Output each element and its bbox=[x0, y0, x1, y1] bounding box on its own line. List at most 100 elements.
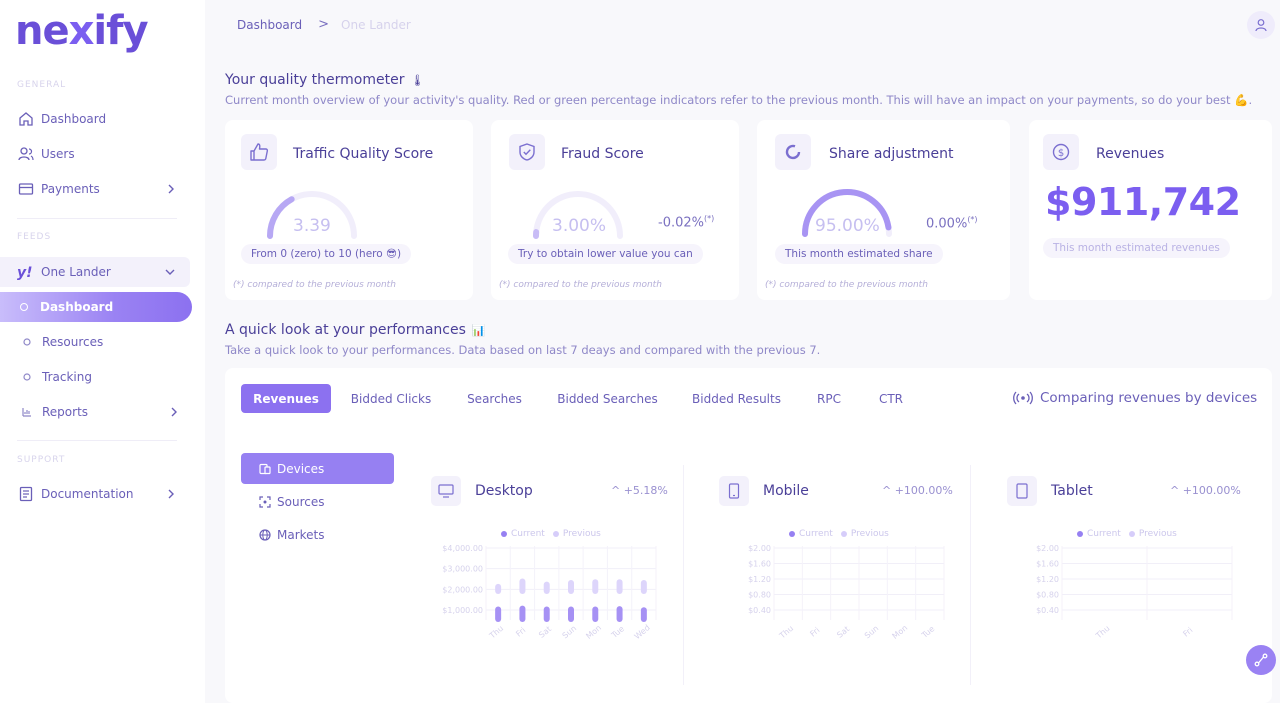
x-tick-label: Sun bbox=[561, 624, 578, 641]
fraud-delta-value: -0.02% bbox=[658, 215, 704, 231]
tablet-revenue-chart: $2.00 $1.60 $1.20 $0.80 $0.40 Thu Fri bbox=[1036, 544, 1233, 641]
quality-subtitle: Current month overview of your activity'… bbox=[225, 93, 1253, 107]
device-change-value: +100.00% bbox=[894, 484, 953, 497]
tab-rpc[interactable]: RPC bbox=[817, 391, 841, 406]
bar-previous bbox=[568, 580, 574, 594]
user-menu-button[interactable] bbox=[1247, 11, 1275, 39]
mobile-revenue-chart: $2.00 $1.60 $1.20 $0.80 $0.40 Thu Fri Sat Sun Mon… bbox=[748, 544, 945, 641]
fraud-score-value: 3.00% bbox=[552, 216, 607, 236]
breadcrumb-root[interactable]: Dashboard bbox=[237, 17, 303, 32]
x-tick-label: Sat bbox=[835, 624, 851, 639]
share-delta-sup: (*) bbox=[967, 215, 978, 224]
bar-previous bbox=[543, 581, 550, 594]
device-name: Tablet bbox=[1051, 483, 1093, 499]
section-feeds-title: FEEDS bbox=[17, 232, 52, 242]
side-tab-sources[interactable]: Sources bbox=[241, 486, 394, 517]
tab-bidded-results[interactable]: Bidded Results bbox=[692, 391, 781, 406]
sidebar-item-payments[interactable]: Payments bbox=[17, 177, 187, 201]
legend-previous: Previous bbox=[1138, 529, 1177, 539]
refresh-icon bbox=[775, 134, 811, 170]
card-title: Revenues bbox=[1096, 146, 1165, 162]
x-tick-label: Fri bbox=[808, 626, 821, 639]
card-title: Traffic Quality Score bbox=[293, 146, 434, 162]
sidebar-subitem-label: Tracking bbox=[42, 370, 92, 384]
tab-ctr[interactable]: CTR bbox=[878, 391, 904, 406]
x-tick-label: Mon bbox=[891, 623, 910, 641]
performance-title: A quick look at your performances 📊 bbox=[225, 322, 486, 338]
sidebar-item-one-lander[interactable]: y! One Lander bbox=[17, 260, 187, 284]
breadcrumb-current: One Lander bbox=[341, 17, 411, 32]
bar-current bbox=[592, 606, 599, 622]
x-tick-label: Thu bbox=[777, 624, 795, 641]
device-change: ^ +100.00% bbox=[882, 484, 953, 497]
device-change: ^ +5.18% bbox=[611, 484, 668, 497]
x-tick-label: Fri bbox=[1181, 626, 1194, 639]
svg-text:y!: y! bbox=[17, 265, 33, 280]
quality-title: Your quality thermometer 🌡 bbox=[225, 72, 424, 88]
monitor-icon bbox=[431, 476, 461, 506]
sidebar-subitem-tracking[interactable]: Tracking bbox=[20, 365, 190, 389]
x-tick-label: Fri bbox=[514, 626, 527, 639]
legend-current: Current bbox=[1087, 529, 1121, 539]
y-tick-label: $1.60 bbox=[748, 560, 771, 569]
help-button[interactable] bbox=[1246, 645, 1276, 675]
gauge-track bbox=[533, 191, 623, 239]
sidebar-item-users[interactable]: Users bbox=[17, 142, 187, 166]
fraud-delta: -0.02%(*) bbox=[658, 214, 714, 230]
thumbs-up-icon bbox=[241, 134, 277, 170]
chevron-right-icon bbox=[165, 182, 177, 196]
chevron-up-icon: ^ bbox=[882, 484, 892, 497]
bar-previous bbox=[495, 583, 502, 594]
device-change: ^ +100.00% bbox=[1170, 484, 1241, 497]
chart-legend: Current Previous bbox=[1077, 529, 1177, 539]
tab-searches[interactable]: Searches bbox=[467, 391, 522, 406]
y-tick-label: $4,000.00 bbox=[442, 544, 483, 553]
legend-swatch-previous bbox=[840, 531, 847, 537]
sidebar-item-label: Payments bbox=[41, 182, 100, 196]
dollar-coin-icon: $ bbox=[1043, 134, 1079, 170]
bar-current bbox=[543, 606, 550, 622]
compare-label: Comparing revenues by devices bbox=[1013, 390, 1257, 406]
card-icon bbox=[17, 180, 35, 198]
nexify-logo[interactable]: nexify bbox=[15, 8, 149, 54]
y-tick-label: $0.40 bbox=[1036, 606, 1059, 615]
home-icon bbox=[17, 110, 35, 128]
share-value: 95.00% bbox=[815, 216, 880, 236]
share-gauge bbox=[802, 189, 892, 237]
tab-revenues[interactable]: Revenues bbox=[241, 384, 331, 413]
sidebar-subitem-dashboard[interactable]: Dashboard bbox=[0, 292, 192, 322]
quality-title-text: Your quality thermometer bbox=[225, 72, 405, 88]
performance-subtitle: Take a quick look to your performances. … bbox=[225, 343, 821, 357]
sidebar-subitem-label: Reports bbox=[42, 405, 89, 419]
broadcast-icon bbox=[1013, 391, 1033, 405]
thermometer-icon: 🌡 bbox=[410, 73, 425, 87]
sidebar-item-dashboard[interactable]: Dashboard bbox=[17, 107, 187, 131]
tab-bidded-clicks[interactable]: Bidded Clicks bbox=[350, 391, 432, 406]
device-name: Mobile bbox=[763, 483, 809, 499]
card-title: Fraud Score bbox=[561, 146, 644, 162]
globe-icon bbox=[259, 528, 271, 541]
x-tick-label: Thu bbox=[1093, 624, 1111, 641]
x-tick-label: Sat bbox=[537, 624, 553, 639]
fraud-score-card: Fraud Score 3.00% -0.02%(*) Try to obtai… bbox=[491, 120, 739, 300]
chevron-right-icon bbox=[165, 487, 177, 501]
side-tab-label: Devices bbox=[277, 461, 325, 476]
bar-previous bbox=[616, 579, 623, 594]
divider bbox=[970, 465, 971, 685]
tab-bidded-searches[interactable]: Bidded Searches bbox=[557, 391, 658, 406]
side-tab-markets[interactable]: Markets bbox=[241, 519, 394, 550]
bar-current bbox=[616, 606, 623, 622]
bar-current bbox=[519, 605, 526, 622]
sidebar-item-label: Dashboard bbox=[41, 112, 107, 126]
side-tab-label: Markets bbox=[277, 527, 325, 542]
compare-label-text: Comparing revenues by devices bbox=[1040, 390, 1258, 406]
sidebar-item-documentation[interactable]: Documentation bbox=[17, 482, 187, 506]
sidebar-subitem-reports[interactable]: Reports bbox=[20, 400, 190, 424]
side-tab-devices[interactable]: Devices bbox=[241, 453, 394, 484]
breadcrumb: Dashboard > One Lander bbox=[237, 17, 411, 32]
sidebar-subitem-resources[interactable]: Resources bbox=[20, 330, 190, 354]
users-icon bbox=[17, 145, 35, 163]
sidebar-subitem-label: Dashboard bbox=[40, 300, 114, 314]
legend-swatch-previous bbox=[552, 531, 559, 537]
chevron-up-icon: ^ bbox=[1170, 484, 1180, 497]
